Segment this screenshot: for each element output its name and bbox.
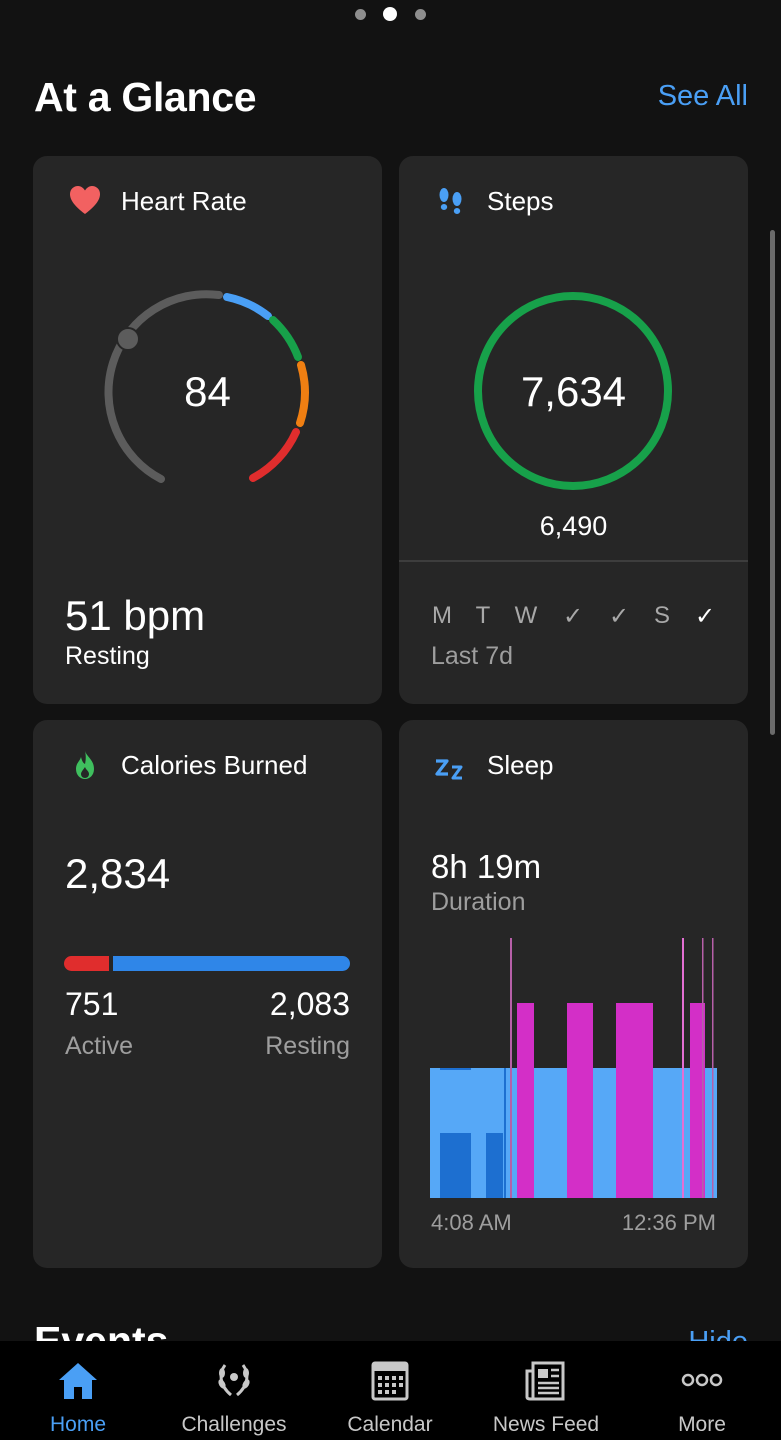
- tab-label: News Feed: [492, 1413, 600, 1436]
- steps-card[interactable]: Steps 7,634 6,490 Last 7d: [399, 156, 748, 704]
- calories-active-bar: [64, 956, 109, 971]
- flame-icon: [76, 751, 94, 779]
- page-indicator-dot-3[interactable]: [415, 9, 426, 20]
- steps-day-today: ✓: [694, 603, 716, 630]
- sleep-stage-rem: [517, 1003, 534, 1198]
- sleep-end-time: 12:36 PM: [621, 1210, 716, 1235]
- calories-total: 2,834: [65, 850, 171, 897]
- bottom-tab-bar: Home Challenges Calendar: [0, 1341, 781, 1440]
- sleep-card[interactable]: Sleep 8h 19m Duration 4:08 AM 12:36 PM: [399, 720, 748, 1268]
- tab-home[interactable]: Home: [0, 1341, 156, 1440]
- scrollbar[interactable]: [770, 230, 775, 735]
- steps-period-label: Last 7d: [431, 642, 514, 670]
- tab-news-feed[interactable]: News Feed: [468, 1341, 624, 1440]
- steps-day-goal-met-2: ✓: [608, 603, 630, 630]
- calendar-icon: [371, 1361, 409, 1401]
- steps-day-m: M: [432, 602, 452, 629]
- sleep-stage-line: [712, 938, 714, 1198]
- sleep-stage-deep: [440, 1068, 471, 1070]
- calories-resting-bar: [113, 956, 350, 971]
- steps-count: 7,634: [520, 368, 627, 415]
- resting-heart-rate-label: Resting: [65, 642, 150, 670]
- tab-label: Home: [49, 1413, 107, 1436]
- gauge-zone-blue: [223, 293, 272, 320]
- gauge-zone-orange: [296, 361, 309, 427]
- calories-active-label: Active: [65, 1032, 134, 1060]
- steps-day-t: T: [475, 602, 491, 629]
- see-all-link[interactable]: See All: [657, 80, 748, 112]
- heart-rate-title: Heart Rate: [121, 186, 247, 216]
- sleep-stage-line: [702, 938, 704, 1198]
- resting-heart-rate-value: 51 bpm: [65, 592, 206, 639]
- sleep-stage-rem: [690, 1003, 705, 1198]
- sleep-start-time: 4:08 AM: [431, 1210, 512, 1235]
- heart-rate-card[interactable]: Heart Rate 84 51 bpm Resting: [33, 156, 382, 704]
- sleep-stage-line: [504, 1068, 506, 1198]
- sleep-stage-line: [682, 938, 684, 1198]
- sleep-stage-rem: [567, 1003, 593, 1198]
- steps-title: Steps: [487, 186, 554, 216]
- heart-rate-current: 84: [184, 368, 231, 415]
- steps-day-s: S: [653, 602, 670, 629]
- sleep-stage-deep: [486, 1133, 503, 1198]
- gauge-zone-red: [249, 428, 300, 482]
- sleep-stage-deep: [440, 1133, 471, 1198]
- sleep-stage-light: [471, 1068, 486, 1198]
- steps-day-goal-met-1: ✓: [562, 603, 584, 630]
- zz-icon: [435, 759, 463, 780]
- gauge-zone-green: [269, 316, 302, 361]
- tab-label: Calendar: [347, 1413, 433, 1436]
- page-title: At a Glance: [34, 74, 257, 120]
- divider: [399, 560, 748, 562]
- tab-calendar[interactable]: Calendar: [312, 1341, 468, 1440]
- sleep-duration-value: 8h 19m: [431, 848, 542, 885]
- tab-label: Challenges: [181, 1413, 287, 1436]
- calories-card[interactable]: Calories Burned 2,834 751 Active 2,083 R…: [33, 720, 382, 1268]
- page-indicator-dot-2[interactable]: [383, 7, 397, 21]
- tab-challenges[interactable]: Challenges: [156, 1341, 312, 1440]
- steps-day-w: W: [514, 602, 538, 629]
- steps-progress-ring: [474, 292, 672, 490]
- tab-label: More: [678, 1413, 726, 1436]
- tab-more[interactable]: More: [624, 1341, 780, 1440]
- gauge-zone-grey: [104, 290, 223, 483]
- heart-icon: [70, 186, 100, 214]
- laurel-icon: [218, 1364, 250, 1397]
- more-icon: [681, 1373, 723, 1387]
- home-icon: [59, 1363, 97, 1399]
- calories-active-value: 751: [65, 986, 119, 1022]
- sleep-stage-rem: [616, 1003, 653, 1198]
- calories-title: Calories Burned: [121, 750, 308, 780]
- sleep-title: Sleep: [487, 750, 554, 780]
- heart-rate-gauge: [104, 290, 309, 483]
- footprints-icon: [439, 188, 462, 214]
- sleep-stage-line: [510, 938, 512, 1198]
- newspaper-icon: [525, 1361, 565, 1401]
- steps-goal: 6,490: [539, 511, 608, 541]
- page-indicator-dot-1[interactable]: [355, 9, 366, 20]
- sleep-stages-chart: [430, 938, 717, 1198]
- gauge-marker: [116, 327, 140, 351]
- calories-resting-value: 2,083: [269, 986, 350, 1022]
- sleep-duration-label: Duration: [431, 888, 526, 916]
- calories-bar: [64, 956, 350, 971]
- calories-resting-label: Resting: [265, 1032, 350, 1060]
